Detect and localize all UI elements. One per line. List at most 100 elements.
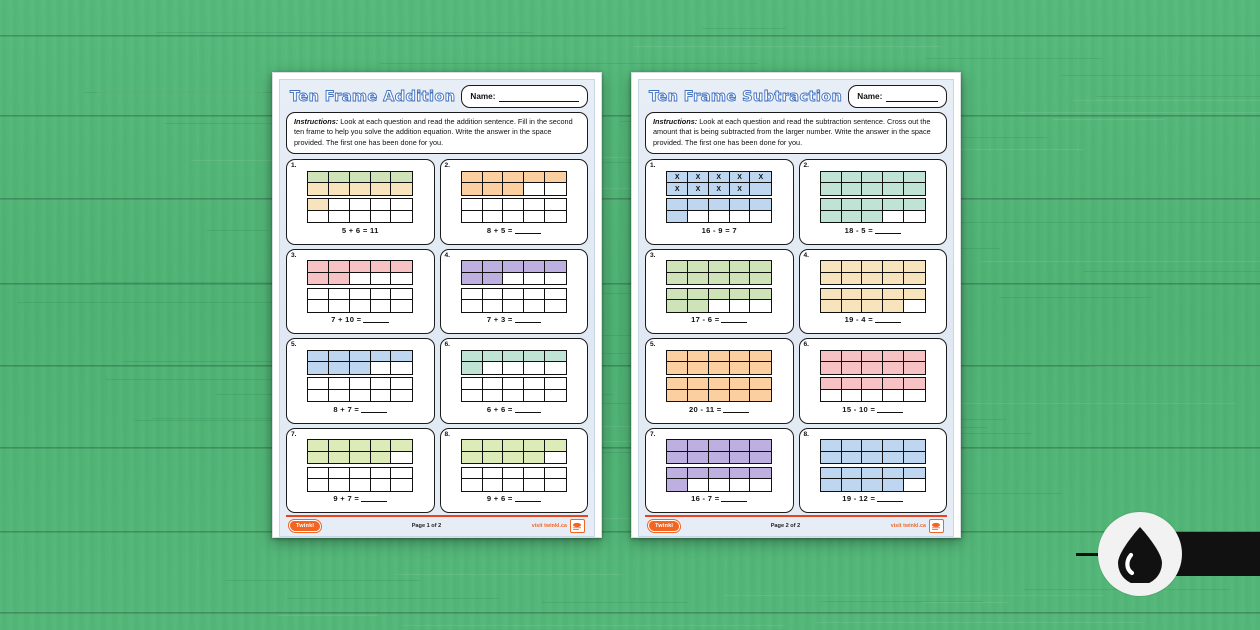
ten-frame-cell[interactable] <box>308 172 329 184</box>
ten-frame-cell[interactable] <box>688 300 709 312</box>
ten-frame-cell[interactable] <box>462 289 483 301</box>
name-write-line[interactable] <box>886 92 938 102</box>
ten-frame-cell[interactable] <box>350 479 371 491</box>
ten-frame-cell[interactable] <box>904 351 925 363</box>
answer-blank[interactable] <box>361 494 387 502</box>
ten-frame-cell[interactable] <box>483 390 504 402</box>
ten-frame-cell[interactable] <box>462 351 483 363</box>
ten-frame-cell[interactable] <box>904 468 925 480</box>
ten-frame-cell[interactable] <box>730 479 751 491</box>
ten-frame-cell[interactable] <box>750 289 771 301</box>
ten-frame-cell[interactable] <box>667 452 688 464</box>
ten-frame-cell[interactable] <box>371 273 392 285</box>
ten-frame-cell[interactable] <box>862 479 883 491</box>
ten-frame-cell[interactable] <box>503 351 524 363</box>
ten-frame-cell[interactable] <box>821 300 842 312</box>
ten-frame-cell[interactable] <box>883 479 904 491</box>
ten-frame-cell[interactable] <box>667 211 688 223</box>
ten-frame-cell[interactable] <box>524 211 545 223</box>
answer-blank[interactable] <box>877 494 903 502</box>
ten-frame-cell[interactable] <box>371 452 392 464</box>
name-write-line[interactable] <box>499 92 579 102</box>
ten-frame-cell[interactable] <box>524 452 545 464</box>
ten-frame-cell[interactable] <box>750 183 771 195</box>
ten-frame-cell[interactable] <box>503 362 524 374</box>
ten-frame-cell[interactable] <box>545 261 566 273</box>
ten-frame-cell[interactable] <box>862 378 883 390</box>
ten-frame-cell[interactable] <box>524 468 545 480</box>
ten-frame-cell[interactable] <box>308 378 329 390</box>
question-card[interactable]: 4. 19 - 4 = <box>799 249 948 334</box>
ten-frame-cell[interactable] <box>371 390 392 402</box>
ten-frame-cell[interactable] <box>730 378 751 390</box>
ten-frame-cell[interactable] <box>350 362 371 374</box>
ten-frame-cell[interactable] <box>709 273 730 285</box>
ten-frame-cell[interactable] <box>709 378 730 390</box>
ten-frame-cell[interactable] <box>483 351 504 363</box>
ten-frame-cell[interactable] <box>524 199 545 211</box>
ten-frame-cell[interactable] <box>883 211 904 223</box>
ten-frame-bottom[interactable] <box>820 198 926 223</box>
ten-frame-cell[interactable] <box>883 440 904 452</box>
ten-frame-cell[interactable] <box>821 452 842 464</box>
ten-frame-cell[interactable] <box>483 199 504 211</box>
ten-frame-cell[interactable] <box>371 351 392 363</box>
ten-frame-cell[interactable] <box>883 273 904 285</box>
ten-frame-cell[interactable] <box>308 452 329 464</box>
ten-frame-cell[interactable] <box>391 183 412 195</box>
ten-frame-cell[interactable] <box>688 452 709 464</box>
ten-frame-cell[interactable] <box>842 273 863 285</box>
ten-frame-cell[interactable] <box>904 183 925 195</box>
ten-frame-cell[interactable] <box>904 289 925 301</box>
ten-frame-cell[interactable] <box>709 440 730 452</box>
ten-frame-top[interactable] <box>461 350 567 375</box>
ten-frame-cell[interactable] <box>842 199 863 211</box>
ten-frame-cell[interactable] <box>503 300 524 312</box>
ten-frame-bottom[interactable] <box>820 377 926 402</box>
answer-blank[interactable] <box>723 405 749 413</box>
ten-frame-cell[interactable] <box>545 390 566 402</box>
ten-frame-cell[interactable] <box>842 362 863 374</box>
ten-frame-cell[interactable] <box>709 390 730 402</box>
ten-frame-cell[interactable] <box>524 273 545 285</box>
ten-frame-bottom[interactable] <box>307 467 413 492</box>
ten-frame-cell[interactable] <box>842 378 863 390</box>
ten-frame-cell[interactable] <box>329 362 350 374</box>
ten-frame-cell[interactable] <box>391 261 412 273</box>
ten-frame-cell[interactable] <box>904 452 925 464</box>
ten-frame-cell[interactable] <box>750 300 771 312</box>
ten-frame-cell[interactable] <box>462 378 483 390</box>
ten-frame-cell[interactable] <box>308 362 329 374</box>
ten-frame-cell[interactable] <box>750 273 771 285</box>
ten-frame-cell[interactable] <box>862 211 883 223</box>
ten-frame-cell[interactable] <box>821 390 842 402</box>
ten-frame-cell[interactable] <box>750 261 771 273</box>
worksheet-page-subtraction[interactable]: Ten Frame Subtraction Name: Instructions: … <box>631 72 961 538</box>
ten-frame-cell[interactable]: X <box>750 172 771 184</box>
ten-frame-cell[interactable] <box>350 440 371 452</box>
ten-frame-cell[interactable] <box>545 440 566 452</box>
ten-frame-top[interactable] <box>820 350 926 375</box>
ten-frame-cell[interactable] <box>350 289 371 301</box>
ten-frame-cell[interactable] <box>842 172 863 184</box>
ten-frame-cell[interactable] <box>391 172 412 184</box>
ten-frame-cell[interactable]: X <box>709 183 730 195</box>
ten-frame-cell[interactable] <box>350 300 371 312</box>
ten-frame-cell[interactable] <box>350 452 371 464</box>
ten-frame-cell[interactable] <box>883 378 904 390</box>
ten-frame-cell[interactable] <box>483 468 504 480</box>
ten-frame-cell[interactable] <box>688 440 709 452</box>
ten-frame-cell[interactable] <box>883 390 904 402</box>
answer-blank[interactable] <box>361 405 387 413</box>
ten-frame-cell[interactable] <box>821 199 842 211</box>
ten-frame-cell[interactable] <box>862 452 883 464</box>
answer-blank[interactable] <box>875 226 901 234</box>
question-card[interactable]: 7. 16 - 7 = <box>645 428 794 513</box>
ten-frame-cell[interactable] <box>371 378 392 390</box>
answer-blank[interactable] <box>515 405 541 413</box>
ten-frame-cell[interactable]: X <box>730 172 751 184</box>
ten-frame-cell[interactable] <box>350 261 371 273</box>
ten-frame-cell[interactable] <box>371 289 392 301</box>
ten-frame-cell[interactable] <box>308 351 329 363</box>
ten-frame-cell[interactable] <box>545 351 566 363</box>
